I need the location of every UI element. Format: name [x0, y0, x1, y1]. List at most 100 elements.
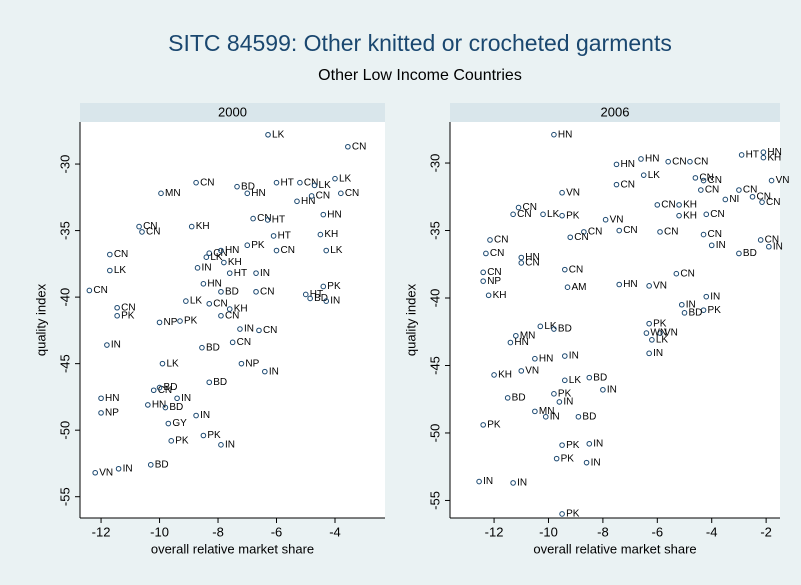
point-label: GY — [172, 418, 187, 429]
point-label: KH — [493, 290, 507, 301]
point — [199, 344, 205, 351]
point — [302, 291, 309, 298]
point-label: CN — [708, 175, 722, 186]
point-label: LK — [544, 321, 557, 332]
point — [586, 440, 593, 447]
point — [177, 318, 183, 324]
point — [206, 250, 213, 257]
panel-title: 2000 — [218, 104, 247, 119]
point-label: PK — [561, 453, 575, 464]
point — [507, 339, 514, 346]
x-tick-label: -4 — [706, 524, 718, 539]
point — [749, 193, 756, 200]
point-label: BD — [593, 372, 607, 383]
point — [760, 149, 767, 156]
point-label: CN — [525, 258, 539, 269]
point — [483, 250, 489, 257]
x-axis-title: overall relative market share — [533, 541, 696, 556]
point — [532, 408, 538, 415]
point-label: KH — [324, 229, 338, 240]
point-label: BD — [164, 382, 178, 393]
point-label: IN — [181, 393, 191, 404]
chart-subtitle: Other Low Income Countries — [318, 67, 522, 84]
point — [264, 217, 271, 223]
point-label: CN — [316, 191, 330, 202]
point-label: PK — [121, 310, 135, 321]
point-label: VN — [610, 214, 624, 225]
point — [556, 399, 563, 405]
point — [676, 212, 682, 219]
point — [174, 395, 180, 402]
x-tick-label: -10 — [539, 524, 558, 539]
point — [311, 182, 318, 189]
point — [757, 237, 764, 243]
point — [136, 223, 142, 230]
point — [206, 300, 213, 307]
point — [703, 293, 710, 300]
point — [203, 254, 210, 260]
x-tick-label: -10 — [150, 524, 169, 539]
y-tick-label: -50 — [57, 421, 72, 440]
point-label: LK — [648, 170, 661, 181]
point-label: IN — [483, 476, 493, 487]
point-label: BD — [213, 377, 227, 388]
point — [92, 469, 99, 476]
point-label: KH — [767, 152, 781, 163]
panel-title: 2006 — [601, 104, 630, 119]
point-label: LK — [547, 209, 560, 220]
point — [640, 172, 647, 178]
point — [480, 278, 486, 284]
point — [600, 386, 606, 393]
point — [540, 211, 546, 218]
point-label: KH — [196, 221, 210, 232]
point — [323, 247, 330, 254]
point — [150, 387, 157, 394]
point — [551, 391, 557, 397]
point-label: LK — [656, 334, 669, 345]
point — [338, 190, 344, 197]
point-label: VN — [525, 366, 539, 377]
point-label: HT — [310, 289, 323, 300]
point-label: PK — [708, 305, 722, 316]
point-label: PK — [327, 281, 341, 292]
point-label: IN — [550, 411, 560, 422]
point-label: CN — [143, 221, 157, 232]
point-label: HT — [746, 150, 759, 161]
point — [226, 306, 233, 312]
point-label: NP — [487, 276, 501, 287]
point — [265, 131, 271, 138]
point — [676, 202, 682, 208]
y-tick-label: -40 — [57, 288, 72, 307]
point — [234, 183, 240, 190]
point — [510, 211, 516, 218]
point — [602, 216, 609, 223]
point-label: CN — [694, 156, 708, 167]
point — [559, 511, 565, 517]
point-label: CN — [490, 248, 504, 259]
point — [244, 242, 251, 249]
y-tick-label: -55 — [427, 491, 442, 510]
point — [613, 181, 620, 188]
point — [678, 301, 685, 308]
point — [564, 284, 571, 291]
y-tick-label: -45 — [57, 354, 72, 373]
point-label: CN — [569, 264, 583, 275]
point — [86, 287, 93, 294]
point — [165, 420, 172, 427]
point — [515, 204, 522, 211]
point-label: IN — [269, 366, 279, 377]
point-label: PK — [558, 388, 572, 399]
point — [673, 270, 680, 277]
x-tick-label: -8 — [212, 524, 224, 539]
point — [98, 395, 104, 402]
point-label: CN — [705, 185, 719, 196]
point — [562, 353, 568, 359]
point-label: HT — [281, 177, 294, 188]
point-label: CN — [487, 267, 501, 278]
point-label: PK — [487, 420, 501, 431]
point-label: CN — [494, 235, 508, 246]
point-label: NP — [245, 358, 259, 369]
point-label: IN — [569, 351, 579, 362]
point-label: HT — [272, 215, 285, 226]
